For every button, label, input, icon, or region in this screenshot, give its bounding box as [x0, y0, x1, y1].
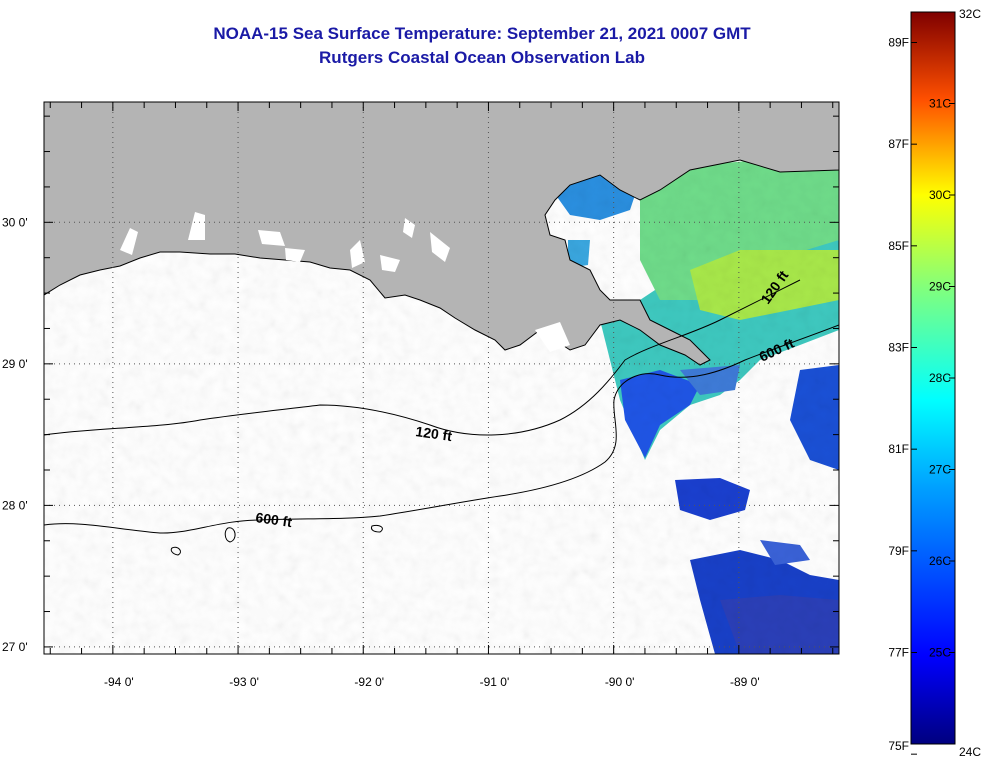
colorbar-celsius-label: 32C	[959, 7, 981, 21]
colorbar-fahrenheit-label: 89F	[888, 36, 909, 50]
bathymetry-contours	[44, 279, 839, 556]
lon-label: -93 0'	[229, 675, 259, 689]
colorbar-celsius-label: 28C	[929, 371, 951, 385]
colorbar-celsius-label: 27C	[929, 463, 951, 477]
latitude-labels: 30 0' 29 0' 28 0' 27 0'	[2, 215, 28, 654]
inland-water	[120, 212, 570, 352]
lon-label: -94 0'	[104, 675, 134, 689]
lon-label: -90 0'	[605, 675, 635, 689]
contour-600ft	[44, 324, 839, 534]
colorbar: 32C 31C 30C 29C 28C 27C 26C 25C 24C 89F …	[888, 7, 981, 759]
map-subtitle: Rutgers Coastal Ocean Observation Lab	[319, 48, 645, 67]
colorbar-fahrenheit-label: 83F	[888, 341, 909, 355]
lat-label: 28 0'	[2, 498, 28, 512]
colorbar-celsius-label: 31C	[929, 97, 951, 111]
map-title: NOAA-15 Sea Surface Temperature: Septemb…	[213, 24, 751, 43]
colorbar-fahrenheit-label: 85F	[888, 239, 909, 253]
axis-ticks	[44, 102, 839, 654]
colorbar-fahrenheit-label: 75F	[888, 739, 909, 753]
colorbar-fahrenheit-label: 77F	[888, 646, 909, 660]
lat-lon-grid	[44, 102, 839, 654]
longitude-labels: -94 0' -93 0' -92 0' -91 0' -90 0' -89 0…	[104, 675, 760, 689]
contour-120ft	[44, 279, 801, 436]
colorbar-fahrenheit-label: 81F	[888, 442, 909, 456]
colorbar-fahrenheit-label: 87F	[888, 137, 909, 151]
lon-label: -89 0'	[730, 675, 760, 689]
lat-label: 27 0'	[2, 640, 28, 654]
map-border	[43, 101, 840, 655]
colorbar-celsius-label: 29C	[929, 280, 951, 294]
colorbar-celsius-label: 25C	[929, 646, 951, 660]
lat-label: 30 0'	[2, 215, 28, 229]
lat-label: 29 0'	[2, 357, 28, 371]
land-mass	[44, 102, 839, 366]
contour-label-600ft: 600 ft	[255, 509, 294, 530]
lon-label: -91 0'	[480, 675, 510, 689]
lon-label: -92 0'	[354, 675, 384, 689]
colorbar-celsius-label: 30C	[929, 188, 951, 202]
colorbar-celsius-label: 24C	[959, 745, 981, 759]
colorbar-fahrenheit-label: 79F	[888, 544, 909, 558]
contour-label-120ft: 120 ft	[415, 423, 454, 444]
colorbar-celsius-label: 26C	[929, 554, 951, 568]
